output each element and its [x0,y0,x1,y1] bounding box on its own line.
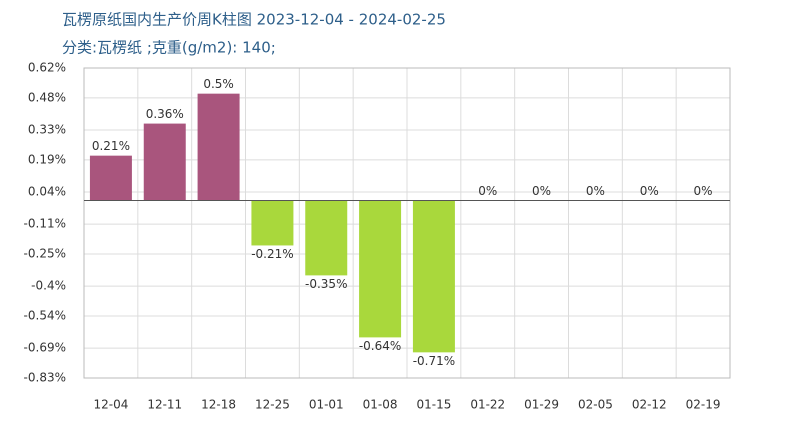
value-label: 0.5% [203,77,234,91]
value-label: 0% [640,184,659,198]
x-tick-label: 02-05 [578,398,613,412]
y-tick-label: -0.25% [24,247,66,261]
value-label: 0% [478,184,497,198]
x-tick-label: 01-01 [309,398,344,412]
bar [305,200,348,276]
x-tick-label: 01-08 [363,398,398,412]
chart-title: 瓦楞原纸国内生产价周K柱图 2023-12-04 - 2024-02-25 [62,11,446,29]
chart-subtitle: 分类:瓦楞纸 ;克重(g/m2): 140; [62,39,276,57]
y-tick-label: 0.33% [28,123,66,137]
x-tick-label: 12-18 [201,398,236,412]
x-tick-label: 12-11 [147,398,182,412]
x-tick-label: 01-22 [470,398,505,412]
bar [197,93,240,201]
value-label: -0.64% [359,339,401,353]
y-tick-label: -0.83% [24,371,66,385]
value-label: 0.36% [146,107,184,121]
x-tick-label: 01-15 [416,398,451,412]
x-tick-label: 02-12 [632,398,667,412]
y-tick-label: 0.04% [28,185,66,199]
value-label: -0.71% [413,354,455,368]
value-label: 0% [532,184,551,198]
x-tick-label: 01-29 [524,398,559,412]
value-label: 0% [694,184,713,198]
bar [143,123,186,201]
x-tick-label: 12-04 [93,398,128,412]
value-label: -0.35% [305,277,347,291]
bar [251,200,294,246]
y-tick-label: -0.54% [24,309,66,323]
bar [89,155,132,201]
bar [359,200,402,338]
y-tick-label: 0.62% [28,61,66,75]
value-label: 0.21% [92,139,130,153]
y-tick-label: -0.69% [24,341,66,355]
y-tick-label: 0.48% [28,90,66,104]
value-label: 0% [586,184,605,198]
plot-border [83,67,731,379]
y-tick-label: 0.19% [28,152,66,166]
bar [412,200,455,353]
y-tick-label: -0.4% [31,279,66,293]
y-tick-label: -0.11% [24,217,66,231]
value-label: -0.21% [251,247,293,261]
x-tick-label: 02-19 [686,398,721,412]
x-tick-label: 12-25 [255,398,290,412]
